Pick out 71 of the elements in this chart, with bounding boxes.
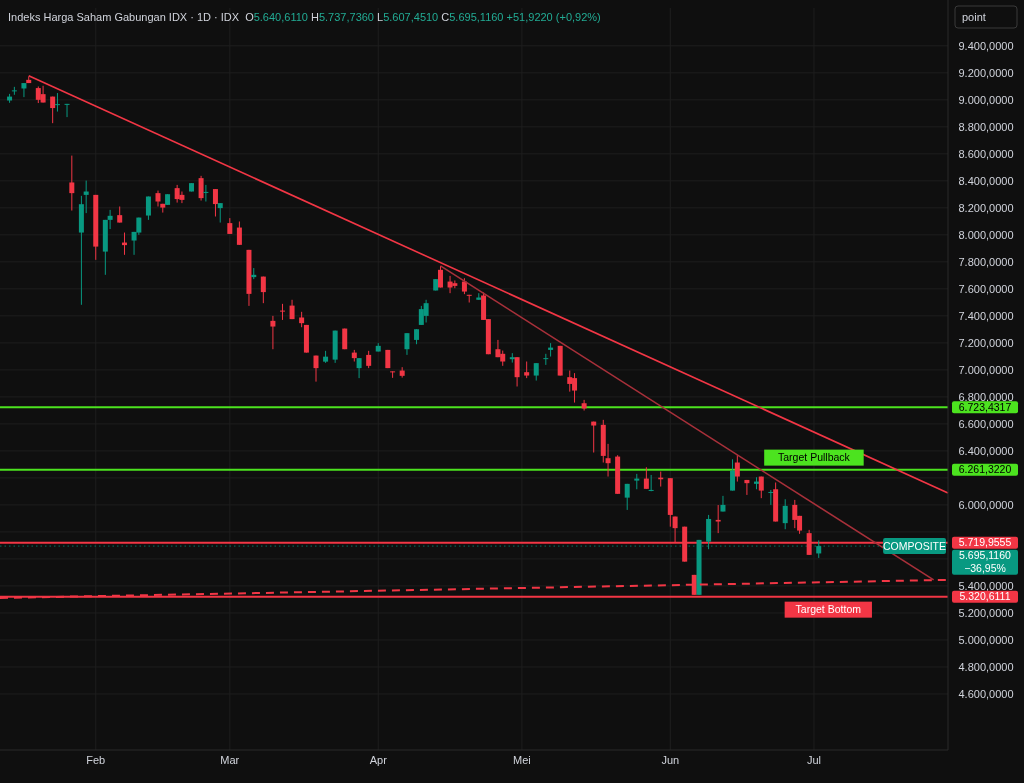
y-tick-label: 5.000,0000 — [958, 633, 1014, 646]
candlestick — [591, 421, 597, 454]
y-tick-label: 5.200,0000 — [958, 606, 1014, 619]
x-tick-label: Jun — [661, 754, 680, 766]
ref-line-label: 5.719,9555 — [958, 536, 1012, 549]
y-tick-label: 9.400,0000 — [958, 39, 1014, 52]
y-tick-label: 7.000,0000 — [958, 363, 1014, 376]
y-tick-label: 7.400,0000 — [958, 309, 1014, 322]
candlestick — [734, 454, 740, 483]
x-tick-label: Mar — [220, 754, 240, 766]
candlestick — [543, 353, 549, 366]
x-tick-label: Apr — [369, 754, 388, 766]
candlestick — [217, 202, 223, 224]
y-tick-label: 8.400,0000 — [958, 174, 1014, 187]
y-tick-label: 8.000,0000 — [958, 228, 1014, 241]
annotation: Target Bottom — [795, 603, 862, 616]
candlestick — [567, 370, 573, 393]
candlestick — [69, 155, 75, 212]
candlestick — [624, 483, 630, 511]
y-tick-label: 6.800,0000 — [958, 390, 1014, 403]
y-tick-label: 6.600,0000 — [958, 417, 1014, 430]
candlestick — [203, 184, 209, 202]
y-tick-label: 8.200,0000 — [958, 201, 1014, 214]
y-tick-label: 6.400,0000 — [958, 444, 1014, 457]
y-tick-label: 7.600,0000 — [958, 282, 1014, 295]
candlestick — [40, 85, 46, 104]
annotation: COMPOSITE — [883, 539, 947, 552]
candlestick — [648, 474, 654, 492]
candlestick — [64, 103, 70, 118]
candlestick — [643, 466, 649, 490]
candlestick — [21, 82, 27, 98]
candlestick — [495, 339, 501, 358]
candlestick — [198, 175, 204, 202]
candlestick — [514, 356, 520, 387]
ref-line-label: 6.723,4317 — [958, 400, 1012, 413]
y-tick-label: 4.800,0000 — [958, 660, 1014, 673]
y-tick-label: 5.400,0000 — [958, 579, 1014, 592]
candlestick — [447, 275, 453, 294]
candlestick — [548, 342, 554, 358]
candlestick — [730, 458, 736, 492]
y-tick-label: 9.200,0000 — [958, 66, 1014, 79]
y-tick-label: 9.000,0000 — [958, 93, 1014, 106]
y-tick-label: 7.200,0000 — [958, 336, 1014, 349]
x-tick-label: Feb — [86, 754, 106, 766]
ref-line-label: 5.695,1160 −36,95% — [959, 549, 1012, 575]
y-tick-label: 7.800,0000 — [958, 255, 1014, 268]
text: O5.640,6110 H5.737,7360 L5.607,4510 C5.695,1160 +51,9220 (+0,92%) — [245, 10, 601, 23]
y-tick-label: 8.600,0000 — [958, 147, 1014, 160]
chart-title: Indeks Harga Saham Gabungan IDX · 1D · IDX — [8, 10, 240, 23]
candlestick — [720, 495, 726, 513]
candlestick — [390, 370, 396, 379]
candlestick — [404, 332, 410, 356]
annotation: Target Pullback — [778, 451, 851, 464]
candlestick — [768, 489, 774, 506]
candlestick — [581, 399, 587, 412]
candlestick — [54, 92, 60, 113]
x-tick-label: Jul — [806, 754, 821, 766]
candlestick — [792, 499, 798, 529]
candlestick — [212, 188, 218, 217]
candlestick — [50, 96, 56, 124]
y-tick-label: 4.600,0000 — [958, 687, 1014, 700]
ref-line-label: 5.320,6111 — [959, 590, 1011, 603]
text: point — [962, 10, 986, 23]
y-tick-label: 6.000,0000 — [958, 498, 1014, 511]
candlestick — [715, 504, 721, 534]
ref-line-label: 6.261,3220 — [958, 463, 1012, 476]
candlestick — [782, 498, 788, 530]
candlestick — [744, 479, 750, 496]
x-tick-label: Mei — [513, 754, 531, 766]
candlestick — [423, 299, 429, 323]
y-tick-label: 8.800,0000 — [958, 120, 1014, 133]
